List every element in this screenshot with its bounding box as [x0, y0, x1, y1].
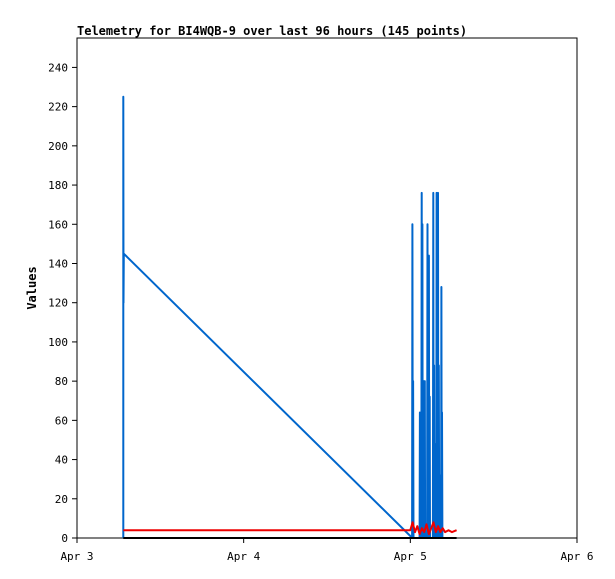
y-tick-label: 120: [48, 297, 68, 310]
x-axis: Apr 3 Apr 4 Apr 5 Apr 6: [60, 538, 594, 563]
y-tick-label: 200: [48, 140, 68, 153]
y-tick-label: 40: [55, 454, 68, 467]
y-tick-label: 160: [48, 218, 68, 231]
y-axis: 0 20 40 60 80 100 120 140 160 180 200 220 240: [48, 61, 77, 545]
y-tick-label: 60: [55, 414, 68, 427]
y-tick-label: 220: [48, 101, 68, 114]
chart-title: Telemetry for BI4WQB-9 over last 96 hour…: [77, 24, 467, 38]
y-tick-label: 20: [55, 493, 68, 506]
series-layer: [122, 95, 457, 539]
series-line-2: [123, 521, 457, 536]
y-tick-label: 100: [48, 336, 68, 349]
y-axis-label: Values: [25, 266, 39, 309]
plot-area-frame: [76, 37, 578, 539]
x-tick-label: Apr 3: [60, 550, 93, 563]
y-tick-label: 80: [55, 375, 68, 388]
x-tick-label: Apr 5: [394, 550, 427, 563]
y-tick-label: 0: [61, 532, 68, 545]
x-tick-label: Apr 6: [560, 550, 593, 563]
x-tick-label: Apr 4: [227, 550, 260, 563]
y-tick-label: 180: [48, 179, 68, 192]
series-line-1: [122, 95, 444, 539]
y-tick-label: 140: [48, 257, 68, 270]
y-tick-label: 240: [48, 61, 68, 74]
